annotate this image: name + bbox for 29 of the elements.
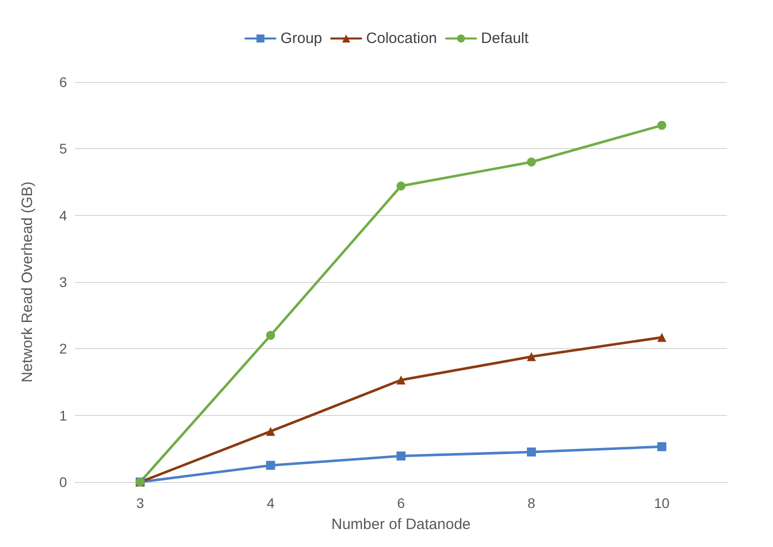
y-axis-title: Network Read Overhead (GB): [19, 182, 36, 382]
y-tick-label: 3: [59, 274, 68, 290]
point: [396, 376, 406, 384]
point: [657, 442, 666, 452]
x-axis-title: Number of Datanode: [331, 516, 471, 533]
y-tick-label: 2: [59, 340, 68, 357]
point: [396, 452, 406, 460]
y-tick-label: 5: [59, 140, 68, 157]
x-tick-label: 10: [654, 495, 670, 511]
point: [396, 182, 406, 190]
x-tick-label: 6: [397, 495, 406, 511]
legend-label: Group: [280, 30, 322, 47]
point: [526, 352, 536, 362]
legend-label: Default: [481, 30, 530, 47]
point: [266, 330, 276, 340]
legend-label: Colocation: [366, 30, 438, 47]
point: [526, 158, 536, 166]
point: [657, 332, 666, 342]
x-tick-label: 3: [136, 495, 144, 511]
y-tick-label: 0: [59, 474, 68, 490]
point: [526, 448, 536, 456]
y-tick-label: 6: [59, 74, 68, 90]
point: [657, 120, 666, 130]
x-tick-label: 4: [266, 495, 275, 511]
point: [266, 426, 276, 436]
point: [266, 460, 276, 470]
y-tick-label: 1: [59, 407, 68, 424]
x-tick-label: 8: [528, 495, 536, 511]
y-tick-label: 4: [59, 207, 68, 224]
